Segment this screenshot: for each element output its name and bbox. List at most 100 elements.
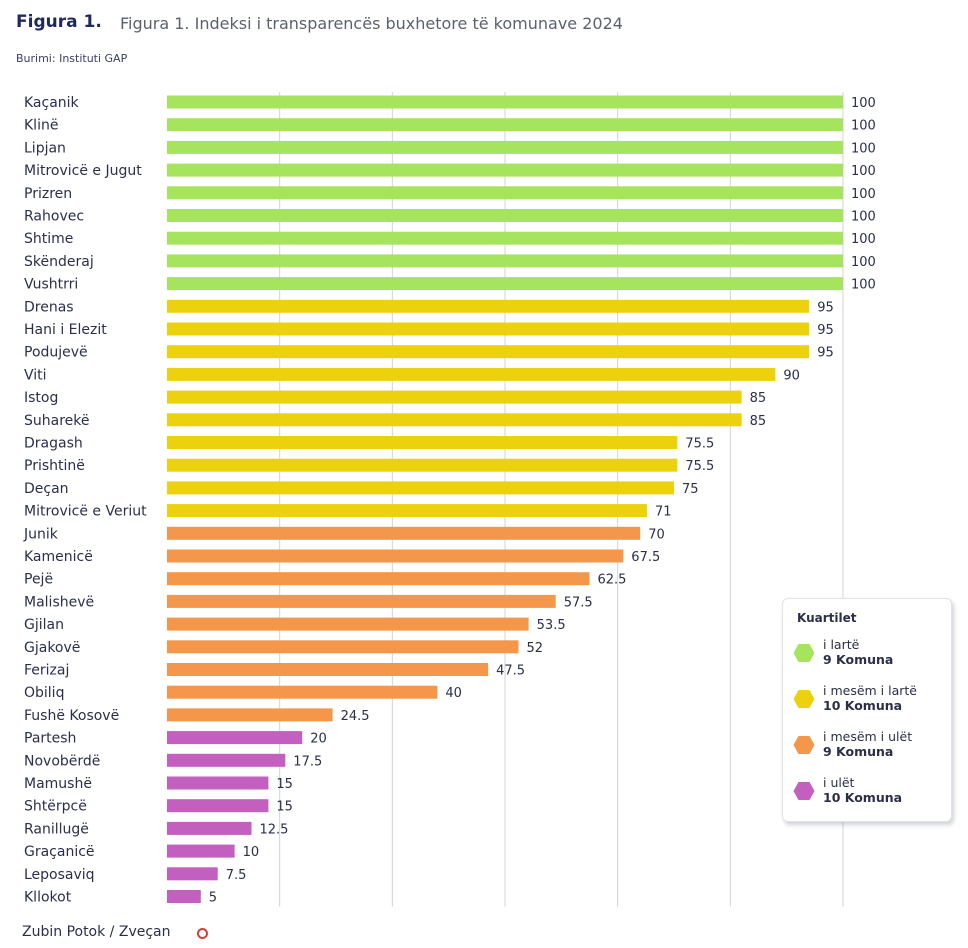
category-label: Deçan [24,481,69,497]
legend-title: Kuartilet [797,611,857,625]
bar [167,95,843,109]
value-label: 47.5 [496,664,525,679]
value-label: 20 [310,732,327,747]
bar [167,299,810,313]
legend-item-high: i lartë 9 Komuna [793,637,943,671]
bar [167,209,843,222]
value-label: 12.5 [260,822,289,837]
legend-label: i ulët [823,775,855,790]
value-label: 53.5 [537,618,566,633]
category-label: Gjakovë [24,640,80,656]
legend-item-lower-mid: i mesëm i ulët 9 Komuna [793,729,943,763]
legend-item-low: i ulët 10 Komuna [793,775,943,809]
value-label: 75.5 [685,437,714,452]
value-label: 95 [817,323,834,338]
bar [167,731,303,745]
bar [167,345,810,359]
value-label: 40 [445,686,462,701]
category-label: Gjilan [24,617,64,633]
legend-label: i lartë [823,637,860,652]
bar [167,163,843,177]
category-label: Mitrovicë e Jugut [24,163,142,179]
category-label: Lipjan [24,140,66,156]
bar [167,594,556,608]
bar [167,367,776,381]
bar [167,481,674,495]
value-label: 100 [851,96,876,111]
bar [167,390,742,404]
chart-source: Burimi: Instituti GAP [16,52,128,65]
category-label: Malishevë [24,594,94,610]
category-label: Partesh [24,731,76,747]
value-label: 85 [750,391,767,406]
value-label: 100 [851,210,876,225]
value-label: 100 [851,119,876,134]
bar [167,640,519,654]
category-label: Prizren [24,186,72,202]
bar [167,277,843,291]
legend-count: 9 Komuna [823,744,894,759]
value-label: 71 [655,505,672,520]
value-label: 100 [851,255,876,270]
category-label: Graçanicë [24,844,95,860]
category-label: Drenas [24,299,74,315]
value-label: 90 [783,368,800,383]
legend-count: 9 Komuna [823,652,894,667]
category-label: Zubin Potok / Zveçan [22,924,171,940]
bar [167,685,438,699]
value-label: 15 [276,800,293,815]
category-label: Mitrovicë e Veriut [24,504,147,520]
category-label: Viti [24,367,47,383]
bar [167,890,201,903]
bar [167,572,590,586]
legend-count: 10 Komuna [823,790,903,805]
bar [167,844,235,858]
category-label: Dragash [24,436,83,452]
chart-title: Figura 1. Indeksi i transparencës buxhet… [120,14,623,33]
category-label: Junik [23,526,59,542]
bar [167,799,269,813]
category-label: Shtërpcë [24,799,87,815]
value-label: 75 [682,482,699,497]
value-label: 15 [276,777,293,792]
value-label: 67.5 [631,550,660,565]
zero-value-marker [197,928,208,939]
bar [167,140,843,154]
value-label: 5 [209,891,217,906]
category-label: Vushtrri [24,277,78,293]
bar [167,413,742,427]
value-label: 24.5 [341,709,370,724]
category-label: Ranillugë [24,821,89,837]
legend-label: i mesëm i ulët [823,729,913,744]
bar [167,118,843,132]
category-label: Leposaviq [24,867,95,883]
category-label: Novobërdë [24,753,100,769]
bar [167,708,333,722]
bar [167,186,843,200]
legend-item-upper-mid: i mesëm i lartë 10 Komuna [793,683,943,717]
value-label: 100 [851,232,876,247]
bar [167,617,529,631]
category-label: Mamushë [24,776,92,792]
hexagon-icon [793,782,815,800]
bar [167,231,843,245]
hexagon-icon [793,644,815,662]
bar [167,322,810,336]
bar [167,776,269,790]
category-label: Shtime [24,231,73,247]
bar [167,526,641,540]
category-label: Kllokot [24,890,72,906]
bar [167,254,843,268]
category-label: Ferizaj [24,663,69,679]
category-label: Kaçanik [24,95,80,111]
value-label: 7.5 [226,868,247,883]
hexagon-icon [793,690,815,708]
legend-count: 10 Komuna [823,698,903,713]
category-label: Prishtinë [24,458,85,474]
category-label: Klinë [24,118,58,134]
bar [167,504,647,518]
value-label: 100 [851,141,876,156]
category-label: Suharekë [24,413,90,429]
bar [167,821,252,835]
